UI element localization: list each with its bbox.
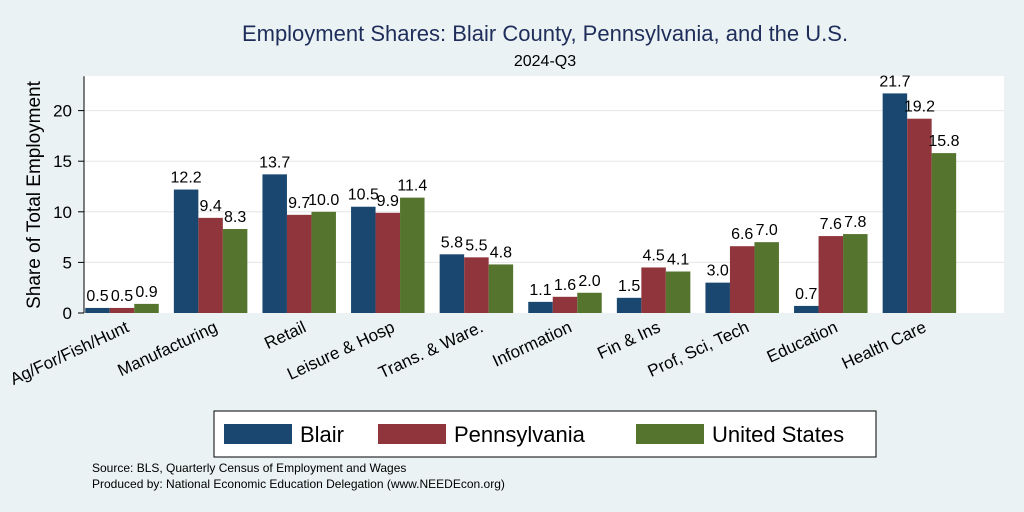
legend-label: Pennsylvania: [454, 422, 586, 447]
bar-blair: [528, 301, 553, 313]
data-label: 12.2: [171, 170, 202, 187]
data-label: 0.7: [795, 286, 817, 303]
bar-united-states: [311, 211, 336, 313]
bar-blair: [439, 254, 465, 313]
bar-pennsylvania: [552, 296, 578, 313]
y-tick-label: 10: [53, 203, 72, 222]
chart-subtitle: 2024-Q3: [514, 53, 576, 70]
legend-label: Blair: [300, 422, 344, 447]
bar-pennsylvania: [641, 267, 666, 313]
x-tick-label: Ag/For/Fish/Hunt: [7, 317, 132, 389]
x-tick-label: Prof, Sci, Tech: [645, 317, 752, 380]
bar-pennsylvania: [286, 214, 312, 313]
data-label: 7.6: [820, 216, 842, 233]
y-axis-label: Share of Total Employment: [24, 80, 45, 308]
bar-united-states: [134, 303, 159, 313]
data-label: 7.0: [756, 222, 778, 239]
data-label: 1.1: [529, 282, 551, 299]
bar-united-states: [843, 234, 868, 313]
bars: 0.5 0.5 0.912.29.48.313.79.710.0 10.59.911.…: [85, 73, 960, 314]
bar-pennsylvania: [729, 246, 755, 313]
x-tick-label: Education: [764, 317, 841, 366]
bar-blair: [882, 93, 908, 314]
data-label: 10.0: [308, 192, 339, 209]
bar-blair: [794, 305, 819, 313]
bar-blair: [705, 282, 730, 313]
bar-pennsylvania: [818, 236, 844, 313]
bar-pennsylvania: [198, 217, 223, 313]
data-label: 4.5: [642, 247, 664, 264]
legend: Blair Pennsylvania United States: [224, 422, 844, 447]
produced-by-note: Produced by: National Economic Education…: [92, 477, 505, 491]
bar-blair: [616, 297, 642, 313]
data-label: 7.8: [844, 214, 866, 231]
y-tick-label: 15: [53, 152, 72, 171]
x-tick-label: Retail: [261, 317, 308, 353]
legend-swatch-blair: [224, 424, 292, 444]
y-axis: 0 5 10 15 20: [53, 76, 85, 323]
chart-title: Employment Shares: Blair County, Pennsyl…: [242, 21, 848, 46]
data-label: 1.6: [554, 277, 576, 294]
x-tick-label: Fin & Ins: [594, 317, 663, 363]
bar-united-states: [400, 197, 425, 313]
bar-united-states: [488, 264, 514, 313]
bar-blair: [351, 206, 376, 313]
data-label: 9.9: [377, 193, 399, 210]
data-label: 9.7: [288, 195, 310, 212]
bar-blair: [173, 189, 199, 313]
y-tick-label: 5: [63, 253, 72, 272]
bar-united-states: [665, 271, 691, 313]
data-label: 15.8: [928, 133, 959, 150]
bar-united-states: [931, 153, 957, 313]
data-label: 5.8: [441, 234, 463, 251]
legend-label: United States: [712, 422, 844, 447]
data-label: 1.5: [618, 278, 640, 295]
x-tick-label: Information: [490, 317, 575, 370]
data-label: 21.7: [879, 73, 910, 90]
data-label: 3.0: [707, 263, 729, 280]
source-note: Source: BLS, Quarterly Census of Employm…: [92, 461, 406, 475]
bar-pennsylvania: [907, 118, 932, 313]
data-label: 19.2: [904, 99, 935, 116]
bar-united-states: [754, 242, 779, 313]
data-label: 11.4: [397, 178, 427, 195]
bar-united-states: [222, 229, 248, 313]
data-label: 13.7: [259, 154, 290, 171]
x-tick-label: Health Care: [839, 317, 929, 373]
bar-pennsylvania: [109, 307, 135, 313]
data-label: 0.5: [111, 288, 133, 305]
legend-swatch-pennsylvania: [378, 424, 446, 444]
y-tick-label: 0: [63, 304, 72, 323]
data-label: 0.9: [135, 284, 157, 301]
bar-pennsylvania: [375, 212, 401, 313]
bar-blair: [85, 307, 110, 313]
legend-box: [213, 410, 877, 458]
data-label: 9.4: [199, 198, 221, 215]
data-label: 8.3: [224, 209, 246, 226]
data-label: 4.1: [667, 252, 689, 269]
y-tick-label: 20: [53, 102, 72, 121]
data-label: 2.0: [578, 273, 600, 290]
data-label: 10.5: [348, 187, 379, 204]
data-label: 6.6: [731, 226, 753, 243]
data-label: 5.5: [465, 237, 487, 254]
bar-blair: [262, 174, 287, 313]
data-label: 4.8: [490, 244, 512, 261]
bar-pennsylvania: [464, 257, 489, 313]
data-label: 0.5: [86, 288, 108, 305]
x-tick-label: Manufacturing: [115, 317, 221, 380]
bar-united-states: [577, 292, 602, 313]
legend-swatch-united-states: [636, 424, 704, 444]
